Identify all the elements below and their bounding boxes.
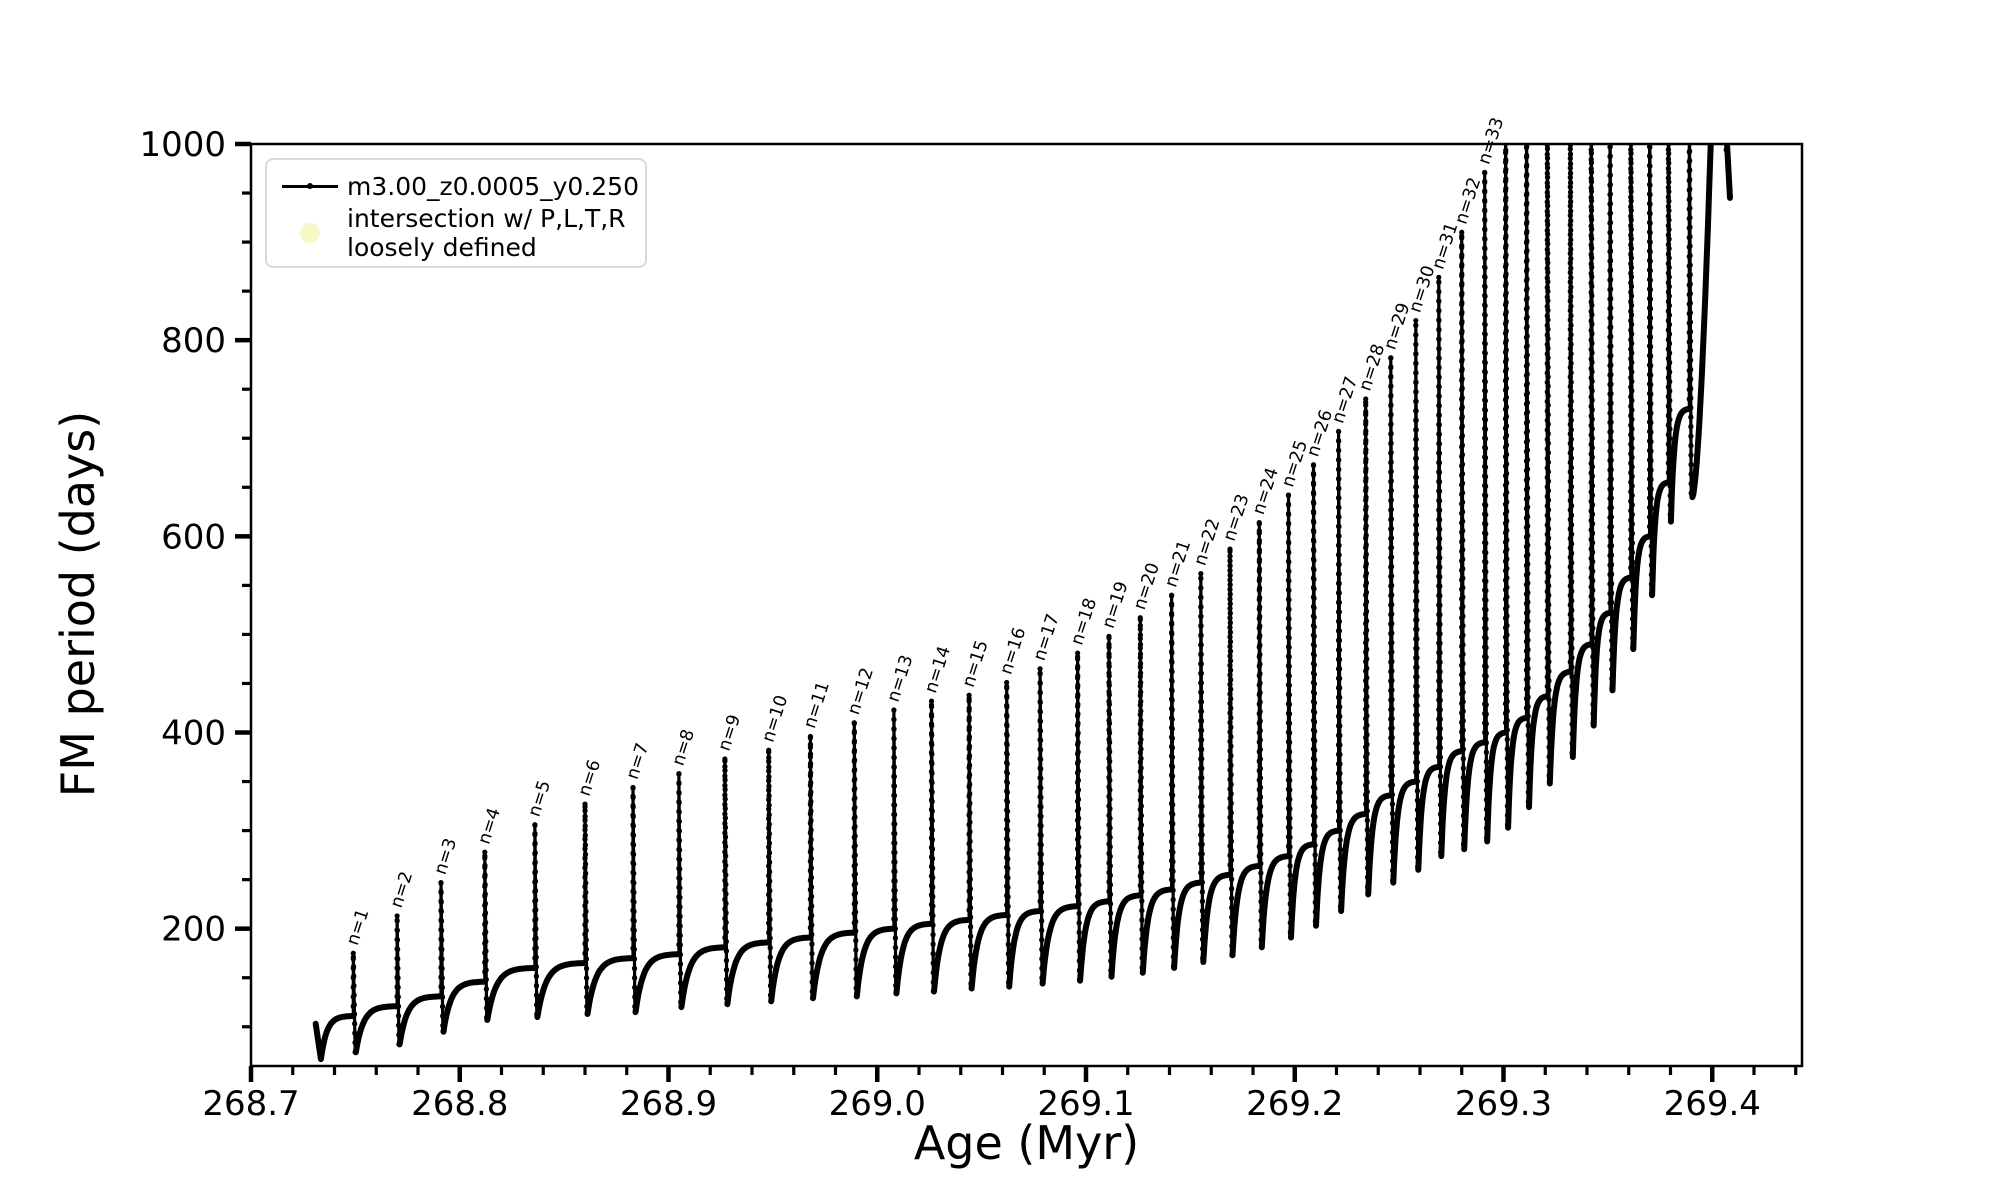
axes-frame [249,142,1804,1068]
spike-label: n=19 [1099,579,1133,631]
spike-label: n=18 [1067,596,1101,648]
intersection-marker-swatch [277,223,343,243]
spike-label: n=5 [525,778,555,819]
spike-label: n=9 [715,712,745,753]
spike-label: n=28 [1355,342,1389,394]
y-tick-label: 1000 [139,125,226,165]
spike-label: n=13 [884,653,918,705]
spike-label: n=16 [996,625,1030,677]
circle-marker-icon [300,223,320,243]
spike-label: n=12 [844,665,878,717]
x-tick-label: 269.0 [829,1084,926,1124]
x-axis-title: Age (Myr) [913,1116,1140,1170]
spike-label: n=14 [921,644,955,696]
spike-label: n=7 [623,741,653,782]
spike-label: n=20 [1130,560,1164,612]
series-curve [312,144,1733,1063]
spike-label: n=23 [1220,492,1254,544]
x-tick-label: 268.8 [411,1084,508,1124]
x-tick-label: 269.4 [1664,1084,1761,1124]
spike-label: n=1 [343,906,373,947]
x-tick-label: 269.3 [1455,1084,1552,1124]
y-axis-title: FM period (days) [51,410,105,798]
spike-label: n=24 [1249,465,1283,517]
spike-label: n=3 [431,836,461,877]
legend-intersection-label: intersection w/ P,L,T,R loosely defined [347,204,626,262]
axis-ticks: 268.7 268.8 268.9 269.0 269.1 269.2 269.3 269.4… [139,125,1798,1124]
y-tick-label: 600 [161,517,226,557]
y-tick-label: 400 [161,714,226,754]
spike-label: n=21 [1161,538,1195,590]
series-line-swatch [277,183,343,189]
spike-label: n=8 [669,727,699,768]
spike-label: n=17 [1030,611,1064,663]
x-tick-label: 269.2 [1246,1084,1343,1124]
spike-label: n=33 [1474,115,1508,167]
spike-label: n=11 [800,679,834,731]
x-tick-label: 269.1 [1037,1084,1134,1124]
legend-series-label: m3.00_z0.0005_y0.250 [347,171,639,201]
x-tick-label: 268.7 [202,1084,299,1124]
spike-label: n=30 [1406,263,1440,315]
spike-label: n=6 [575,757,605,798]
spike-label: n=22 [1191,516,1225,568]
legend: m3.00_z0.0005_y0.250 intersection w/ P,L… [265,158,647,268]
legend-entry-series: m3.00_z0.0005_y0.250 [277,168,639,204]
spike-label: n=2 [387,869,417,910]
y-tick-label: 800 [161,321,226,361]
spike-label: n=15 [959,638,993,690]
spike-label: n=31 [1429,220,1463,272]
line-marker-icon [282,183,338,189]
spike-label: n=32 [1451,175,1485,227]
y-tick-label: 200 [161,910,226,950]
legend-entry-intersection: intersection w/ P,L,T,R loosely defined [277,204,633,262]
spike-label: n=10 [758,693,792,745]
spike-label: n=4 [475,805,505,846]
x-tick-label: 268.9 [620,1084,717,1124]
